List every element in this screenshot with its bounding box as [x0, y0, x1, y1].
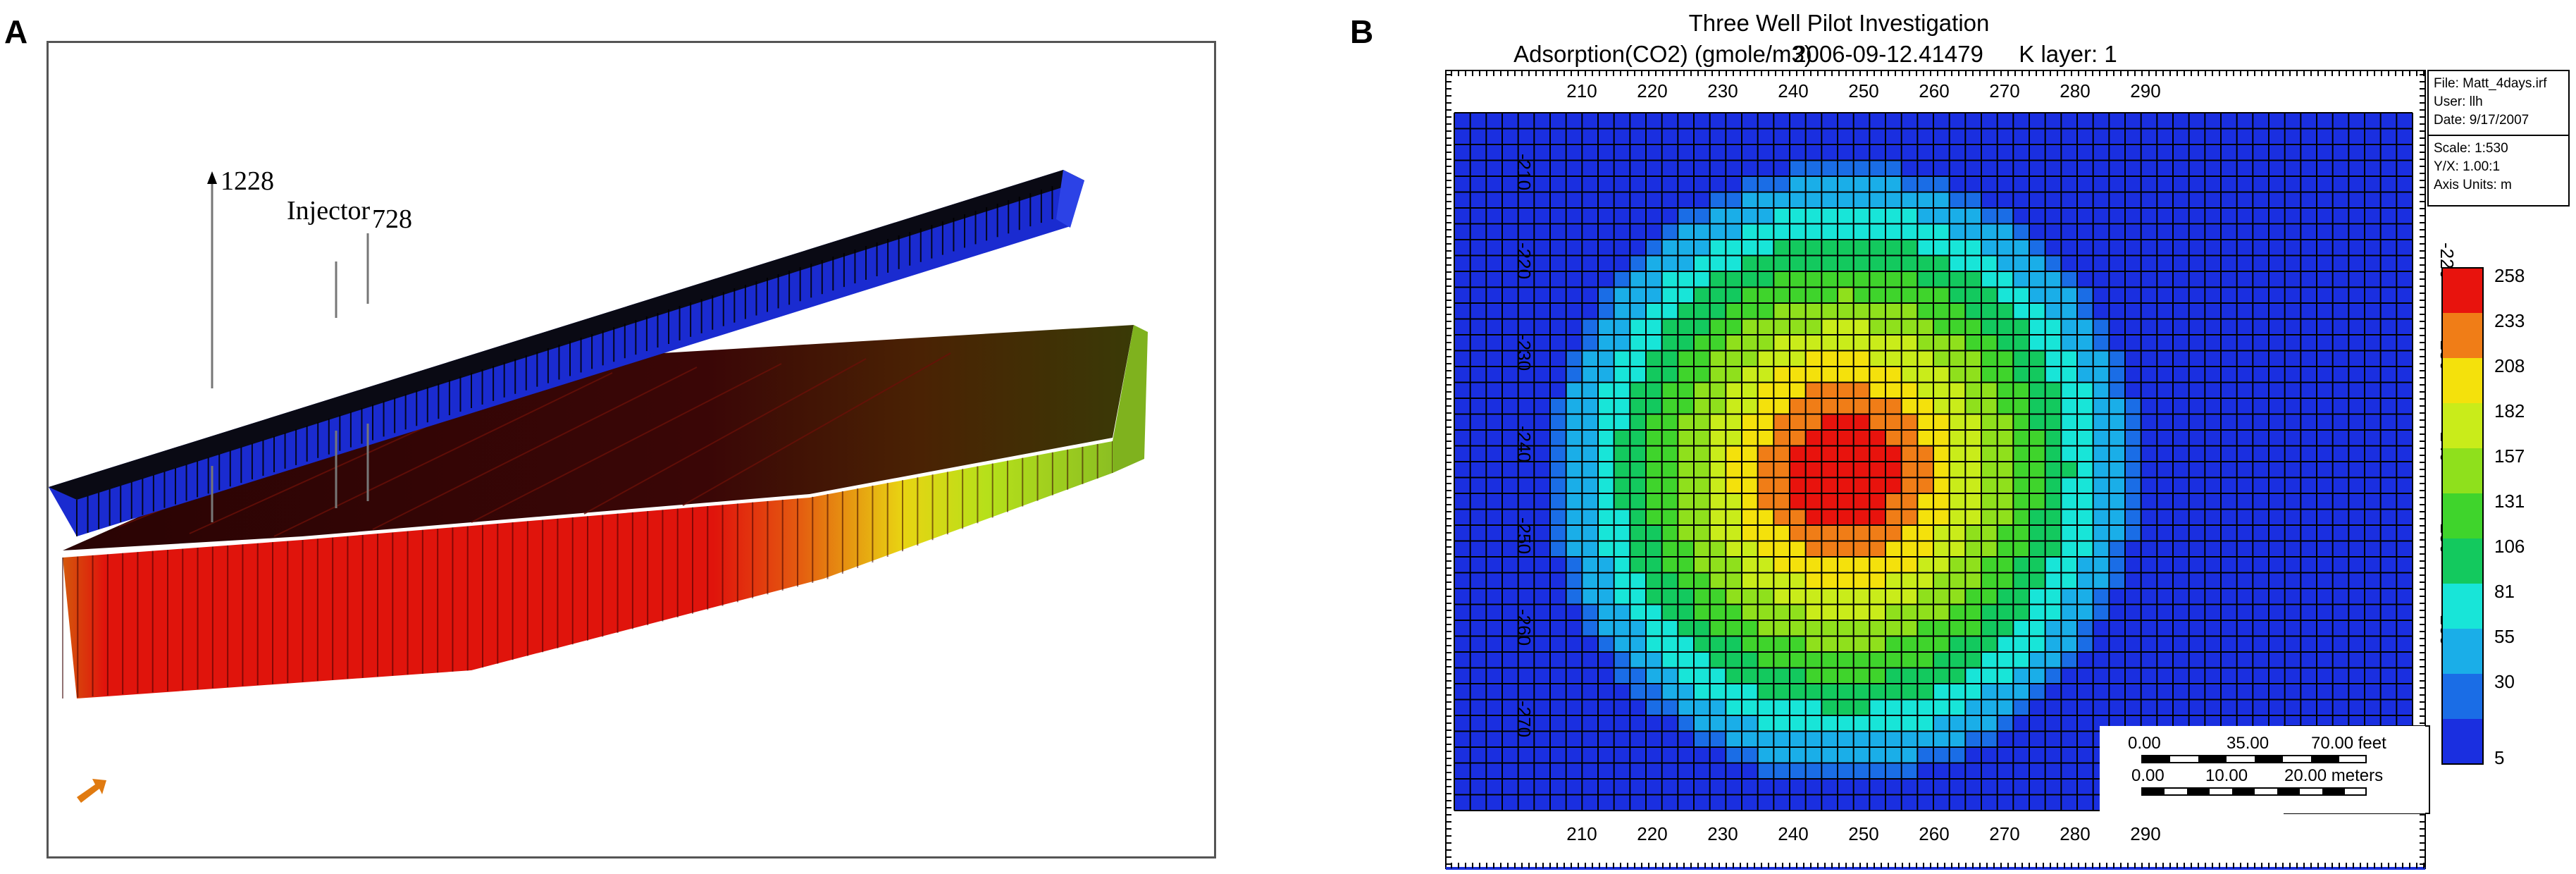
y-tick-left: -250: [1513, 517, 1535, 554]
info-file: File: Matt_4days.irf: [2434, 76, 2547, 91]
x-tick-top: 270: [1989, 80, 2019, 101]
y-axis-left: -210 -220 -230 -240 -250 -260 -270: [1513, 154, 1535, 737]
scale-meters-1: 10.00: [2205, 766, 2248, 785]
map-subtitle-property: Adsorption(CO2) (gmole/m3): [1513, 41, 1812, 67]
x-tick-bottom: 260: [1919, 823, 1949, 844]
well-1228-arrow-icon: [207, 171, 217, 184]
colorbar-swatch: [2442, 268, 2483, 313]
map-title: Three Well Pilot Investigation: [1689, 10, 1990, 36]
colorbar-label: 5: [2494, 747, 2504, 768]
reservoir-3d-view: 1228 Injector 728: [47, 41, 1216, 858]
well-label-injector: Injector: [287, 196, 371, 226]
colorbar-label: 233: [2494, 310, 2525, 331]
x-tick-bottom: 210: [1566, 823, 1597, 844]
colorbar-label: 258: [2494, 265, 2525, 286]
bottom-layer-top-face: [63, 325, 1134, 550]
x-tick-bottom: 250: [1848, 823, 1878, 844]
colorbar-swatch: [2442, 448, 2483, 493]
x-tick-top: 260: [1919, 80, 1949, 101]
x-tick-bottom: 240: [1778, 823, 1808, 844]
scale-feet-1: 35.00: [2227, 734, 2269, 753]
colorbar-swatch: [2442, 584, 2483, 629]
colorbar-swatch: [2442, 674, 2483, 719]
reservoir-3d-graphic: 1228 Injector 728: [49, 166, 1148, 803]
info-date: Date: 9/17/2007: [2434, 113, 2529, 128]
bottom-layer-end-face: [1113, 325, 1148, 473]
colorbar-label: 131: [2494, 491, 2525, 512]
y-tick-left: -260: [1513, 609, 1535, 646]
y-tick-left: -220: [1513, 242, 1535, 279]
x-axis-bottom: 210 220 230 240 250 260 270 280 290: [1566, 823, 2160, 844]
y-tick-left: -270: [1513, 701, 1535, 737]
map-subtitle-date: 2006-09-12.41479: [1793, 41, 1983, 67]
map-grid-cells: [1454, 113, 2413, 811]
top-layer-top-face: [49, 170, 1084, 500]
colorbar-label: 106: [2494, 536, 2525, 557]
x-tick-top: 290: [2130, 80, 2160, 101]
colorbar-label: 30: [2494, 671, 2515, 692]
colorbar-swatch: [2442, 358, 2483, 403]
scale-feet-0: 0.00: [2128, 734, 2161, 753]
info-yx: Y/X: 1.00:1: [2434, 159, 2500, 174]
x-tick-top: 210: [1566, 80, 1597, 101]
x-tick-bottom: 230: [1707, 823, 1738, 844]
top-layer-end-face: [1056, 170, 1084, 228]
colorbar-label: 182: [2494, 400, 2525, 421]
x-tick-bottom: 270: [1989, 823, 2019, 844]
colorbar-label: 208: [2494, 355, 2525, 376]
colorbar: 258 233 208 182 157 131 106 81 55 30 5: [2441, 265, 2525, 768]
adsorption-map-panel: Three Well Pilot Investigation Adsorptio…: [1395, 0, 2576, 874]
colorbar-swatch: [2442, 403, 2483, 448]
x-tick-bottom: 290: [2130, 823, 2160, 844]
y-tick-left: -210: [1513, 154, 1535, 190]
x-tick-top: 250: [1848, 80, 1878, 101]
x-tick-top: 280: [2060, 80, 2090, 101]
colorbar-swatch: [2442, 719, 2483, 764]
x-tick-top: 230: [1707, 80, 1738, 101]
colorbar-label: 55: [2494, 626, 2515, 647]
file-info-box: File: Matt_4days.irf User: llh Date: 9/1…: [2427, 70, 2570, 207]
map-subtitle-layer: K layer: 1: [2019, 41, 2117, 67]
orientation-arrow-icon: [77, 779, 106, 803]
adsorption-map-graphic: Three Well Pilot Investigation Adsorptio…: [1445, 10, 2570, 870]
colorbar-swatch: [2442, 493, 2483, 538]
info-scale: Scale: 1:530: [2434, 141, 2508, 156]
info-axis-units: Axis Units: m: [2434, 178, 2512, 192]
y-tick-left: -240: [1513, 426, 1535, 462]
well-lines: [211, 184, 369, 522]
y-tick-left: -230: [1513, 334, 1535, 371]
well-label-1228: 1228: [221, 166, 274, 196]
x-axis-top: 210 220 230 240 250 260 270 280 290: [1566, 80, 2160, 101]
scale-meters-2: 20.00 meters: [2284, 766, 2383, 785]
colorbar-swatch: [2442, 538, 2483, 584]
panel-b-letter: B: [1350, 13, 1374, 50]
x-tick-bottom: 220: [1637, 823, 1667, 844]
x-tick-top: 240: [1778, 80, 1808, 101]
scale-bar: 0.00 35.00 70.00 feet 0.00 10.00 20.00 m…: [2100, 725, 2430, 814]
info-user: User: llh: [2434, 94, 2483, 109]
scale-meters-0: 0.00: [2131, 766, 2165, 785]
x-tick-top: 220: [1637, 80, 1667, 101]
well-label-728: 728: [372, 204, 412, 234]
colorbar-label: 81: [2494, 581, 2515, 602]
x-tick-bottom: 280: [2060, 823, 2090, 844]
colorbar-label: 157: [2494, 445, 2525, 467]
panel-a-letter: A: [4, 13, 28, 50]
colorbar-swatch: [2442, 313, 2483, 358]
colorbar-swatch: [2442, 629, 2483, 674]
scale-feet-2: 70.00 feet: [2311, 734, 2386, 753]
